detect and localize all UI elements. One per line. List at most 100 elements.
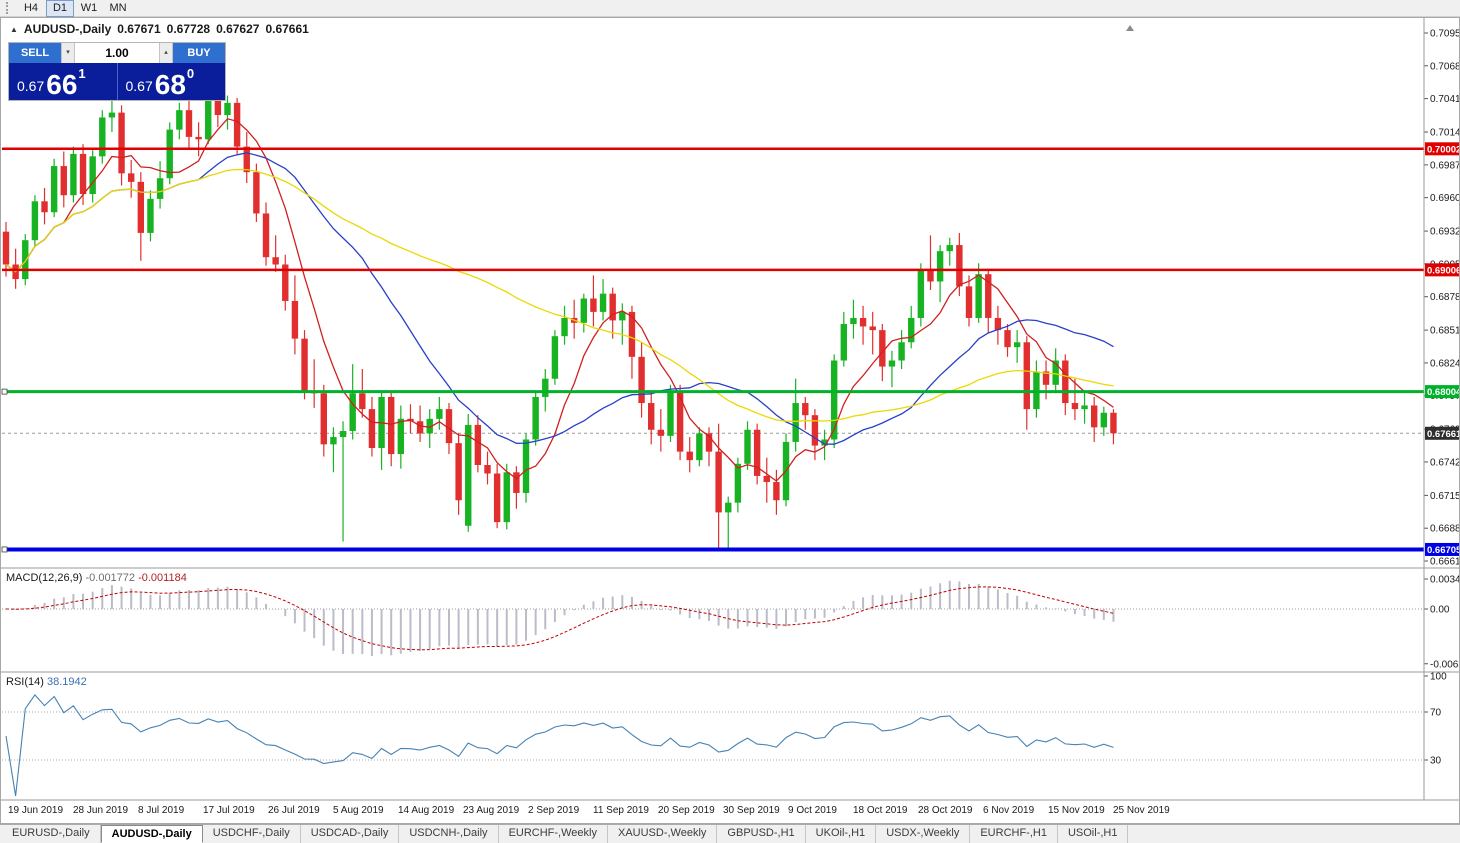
svg-text:0.69006: 0.69006	[1427, 265, 1460, 276]
sell-button[interactable]: SELL	[9, 43, 61, 63]
toolbar-grip[interactable]	[6, 2, 11, 14]
candle	[648, 390, 655, 445]
candle	[22, 234, 29, 286]
svg-text:0.68004: 0.68004	[1427, 387, 1460, 398]
date-tick-label: 17 Jul 2019	[203, 805, 255, 816]
candle	[580, 293, 587, 333]
timeframe-buttons: H4 D1 W1 MN	[17, 0, 133, 17]
volume-input[interactable]: 1.00	[75, 43, 159, 63]
macd-tick-label: 0.00349	[1430, 574, 1460, 585]
candle	[166, 122, 173, 185]
date-tick-label: 2 Sep 2019	[528, 805, 580, 816]
candle	[156, 161, 164, 209]
candle	[628, 305, 636, 379]
buy-price-display[interactable]: 0.67 68 0	[118, 63, 226, 100]
timeframe-button-d1[interactable]: D1	[46, 0, 74, 17]
bottom-tab-7[interactable]: XAUUSD-,Weekly	[608, 825, 718, 843]
buy-price-pipette: 0	[186, 66, 195, 81]
candle	[1071, 378, 1079, 421]
bottom-tab-3[interactable]: USDCHF-,Daily	[203, 825, 301, 843]
price-tick-label: 0.69325	[1430, 227, 1460, 238]
candle	[830, 354, 838, 448]
candle	[426, 409, 433, 448]
candle	[474, 415, 482, 473]
rsi-axis: 100 70 30	[1424, 672, 1447, 767]
bottom-tab-5[interactable]: USDCNH-,Daily	[399, 825, 499, 843]
candle	[946, 237, 953, 266]
candle	[397, 405, 405, 469]
candle	[118, 105, 125, 186]
current-price-label: 0.67661	[1425, 426, 1460, 440]
candle	[753, 423, 761, 485]
chevron-up-icon: ▴	[164, 49, 168, 56]
candle	[436, 396, 443, 430]
date-tick-label: 25 Nov 2019	[1113, 805, 1170, 816]
bottom-tab-10[interactable]: USDX-,Weekly	[876, 825, 971, 843]
rsi-tick-label: 70	[1430, 708, 1442, 719]
date-tick-label: 30 Sep 2019	[723, 805, 780, 816]
candle	[936, 245, 944, 303]
candle	[1100, 406, 1108, 436]
candle	[619, 303, 626, 345]
rsi-indicator-label: RSI(14) 38.1942	[6, 676, 87, 688]
date-tick-label: 23 Aug 2019	[463, 805, 520, 816]
candle	[493, 463, 501, 529]
candle	[503, 463, 510, 530]
candle	[2, 221, 10, 277]
volume-decrease-button[interactable]: ▾	[61, 43, 75, 63]
sell-price-display[interactable]: 0.67 66 1	[9, 63, 117, 100]
candle	[599, 279, 607, 321]
bottom-tab-12[interactable]: USOil-,H1	[1058, 825, 1129, 843]
candle	[320, 384, 327, 457]
candle	[185, 100, 193, 150]
buy-button[interactable]: BUY	[173, 43, 225, 63]
macd-indicator-label: MACD(12,26,9) -0.001772 -0.001184	[6, 572, 187, 584]
date-tick-label: 15 Nov 2019	[1048, 805, 1105, 816]
candle	[522, 433, 530, 503]
volume-increase-button[interactable]: ▴	[159, 43, 173, 63]
svg-text:0.67661: 0.67661	[1427, 429, 1460, 440]
ohlc-close-value: 0.67661	[265, 22, 309, 36]
chart-window-background	[0, 17, 1460, 824]
bottom-tab-4[interactable]: USDCAD-,Daily	[301, 825, 400, 843]
candle	[291, 275, 299, 355]
candle	[99, 110, 106, 164]
candle	[368, 396, 376, 457]
candle	[551, 330, 559, 385]
candle	[108, 98, 116, 133]
trade-panel-collapse-icon[interactable]: ▲	[10, 24, 18, 34]
candle	[195, 122, 202, 157]
candle	[638, 342, 645, 418]
macd-tick-label: -0.00637	[1430, 659, 1460, 670]
timeframe-button-w1[interactable]: W1	[80, 1, 98, 14]
timeframe-button-h4[interactable]: H4	[23, 1, 39, 14]
sell-price-pipette: 1	[78, 66, 86, 81]
timeframe-button-mn[interactable]: MN	[109, 1, 127, 14]
candle	[1004, 324, 1011, 357]
macd-signal-line	[5, 586, 1114, 651]
bottom-tab-1[interactable]: EURUSD-,Daily	[2, 825, 101, 843]
candle	[705, 427, 713, 467]
candle	[1110, 409, 1117, 445]
rsi-tick-label: 30	[1430, 756, 1442, 767]
bottom-tab-9[interactable]: UKOil-,H1	[806, 825, 877, 843]
candle	[253, 163, 260, 222]
bottom-tab-11[interactable]: EURCHF-,H1	[970, 825, 1058, 843]
chart-title: ▲ AUDUSD-,Daily 0.67671 0.67728 0.67627 …	[10, 22, 309, 36]
chart-tab-bar: EURUSD-,Daily AUDUSD-,Daily USDCHF-,Daily U…	[0, 824, 1460, 843]
candle	[1052, 348, 1059, 394]
bottom-tab-6[interactable]: EURCHF-,Weekly	[499, 825, 608, 843]
bottom-tab-8[interactable]: GBPUSD-,H1	[717, 825, 806, 843]
candle	[349, 364, 356, 440]
rsi-tick-label: 100	[1430, 672, 1447, 683]
buy-price-big-digits: 68	[154, 69, 186, 100]
candle	[1013, 330, 1021, 363]
candle	[869, 311, 876, 355]
candle	[176, 102, 183, 140]
bottom-tab-2[interactable]: AUDUSD-,Daily	[100, 825, 203, 843]
date-tick-label: 18 Oct 2019	[853, 805, 908, 816]
ohlc-open-value: 0.67671	[117, 22, 161, 36]
